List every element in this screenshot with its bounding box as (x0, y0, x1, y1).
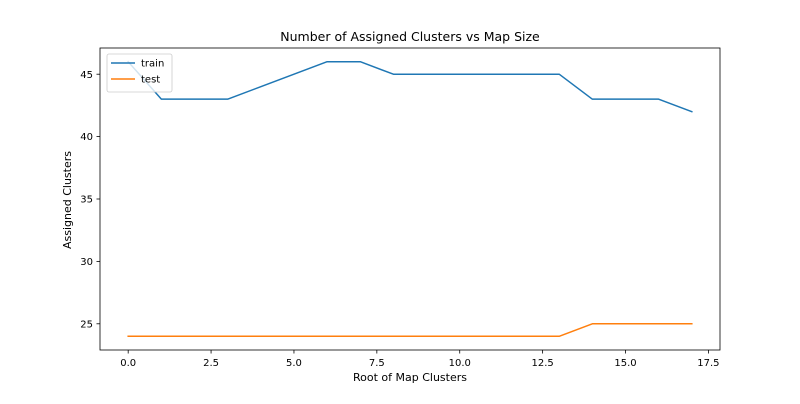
y-tick-label: 45 (80, 70, 93, 81)
y-axis: 25 30 35 40 45 (80, 70, 100, 330)
x-axis: 0.0 2.5 5.0 7.5 10.0 12.5 15.0 17.5 (120, 350, 720, 369)
x-tick-label: 7.5 (369, 358, 385, 369)
y-tick-label: 35 (80, 195, 93, 206)
x-tick-label: 12.5 (531, 358, 553, 369)
chart-title: Number of Assigned Clusters vs Map Size (280, 29, 540, 44)
y-tick-label: 40 (80, 132, 93, 143)
x-tick-label: 0.0 (120, 358, 136, 369)
series-line-test (127, 323, 693, 338)
legend-label-train: train (141, 59, 164, 70)
x-tick-label: 17.5 (697, 358, 719, 369)
plot-area (99, 47, 721, 351)
series-line-train (127, 60, 693, 113)
plot-frame (99, 47, 721, 351)
legend-label-test: test (141, 75, 160, 86)
x-tick-label: 15.0 (614, 358, 636, 369)
x-tick-label: 10.0 (449, 358, 471, 369)
x-tick-label: 5.0 (286, 358, 302, 369)
y-tick-label: 30 (80, 257, 93, 268)
y-axis-label: Assigned Clusters (61, 151, 74, 249)
legend: train test (106, 53, 173, 93)
x-axis-label: Root of Map Clusters (353, 371, 467, 384)
x-tick-label: 2.5 (203, 358, 219, 369)
y-tick-label: 25 (80, 319, 93, 330)
